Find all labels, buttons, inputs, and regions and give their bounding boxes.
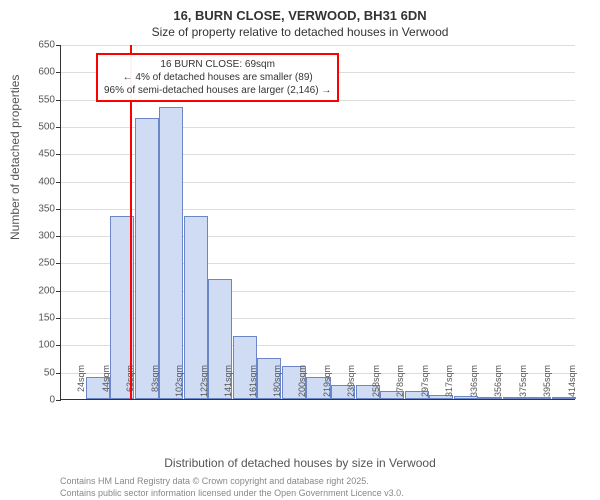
x-tick-label: 44sqm: [101, 365, 111, 405]
x-tick-label: 102sqm: [174, 365, 184, 405]
x-tick-label: 141sqm: [223, 365, 233, 405]
y-tick-label: 650: [25, 40, 55, 51]
x-tick-label: 122sqm: [199, 365, 209, 405]
histogram-bar: [159, 107, 183, 399]
y-tick-label: 600: [25, 67, 55, 78]
y-tick-mark: [56, 373, 61, 374]
y-tick-mark: [56, 263, 61, 264]
annotation-line3: 96% of semi-detached houses are larger (…: [104, 84, 331, 97]
y-tick-label: 150: [25, 313, 55, 324]
x-tick-label: 258sqm: [371, 365, 381, 405]
x-tick-label: 161sqm: [248, 365, 258, 405]
y-tick-mark: [56, 45, 61, 46]
y-tick-label: 300: [25, 231, 55, 242]
gridline: [61, 45, 575, 46]
y-tick-mark: [56, 72, 61, 73]
y-tick-mark: [56, 291, 61, 292]
x-tick-label: 356sqm: [493, 365, 503, 405]
x-tick-label: 336sqm: [469, 365, 479, 405]
y-tick-label: 50: [25, 367, 55, 378]
y-tick-mark: [56, 209, 61, 210]
y-tick-mark: [56, 182, 61, 183]
annotation-box: 16 BURN CLOSE: 69sqm← 4% of detached hou…: [96, 53, 339, 102]
x-tick-label: 414sqm: [567, 365, 577, 405]
x-tick-label: 375sqm: [518, 365, 528, 405]
y-tick-label: 400: [25, 176, 55, 187]
x-tick-label: 200sqm: [297, 365, 307, 405]
x-tick-label: 395sqm: [542, 365, 552, 405]
annotation-line2: ← 4% of detached houses are smaller (89): [104, 71, 331, 84]
y-tick-label: 0: [25, 395, 55, 406]
y-tick-mark: [56, 345, 61, 346]
histogram-bar: [135, 118, 159, 399]
footer-copyright-2: Contains public sector information licen…: [60, 488, 404, 498]
x-tick-label: 219sqm: [322, 365, 332, 405]
x-tick-label: 297sqm: [420, 365, 430, 405]
x-tick-label: 180sqm: [272, 365, 282, 405]
y-tick-label: 100: [25, 340, 55, 351]
x-tick-label: 278sqm: [395, 365, 405, 405]
y-axis-label: Number of detached properties: [8, 75, 22, 240]
footer-copyright-1: Contains HM Land Registry data © Crown c…: [60, 476, 369, 486]
y-tick-mark: [56, 127, 61, 128]
y-tick-mark: [56, 318, 61, 319]
x-axis-label: Distribution of detached houses by size …: [0, 456, 600, 470]
y-tick-label: 250: [25, 258, 55, 269]
y-tick-mark: [56, 154, 61, 155]
x-tick-label: 239sqm: [346, 365, 356, 405]
y-tick-label: 450: [25, 149, 55, 160]
annotation-line1: 16 BURN CLOSE: 69sqm: [104, 58, 331, 71]
y-tick-mark: [56, 236, 61, 237]
plot-area: 0501001502002503003504004505005506006502…: [60, 45, 575, 400]
y-tick-label: 550: [25, 94, 55, 105]
chart-container: 0501001502002503003504004505005506006502…: [60, 45, 575, 440]
y-tick-label: 200: [25, 285, 55, 296]
x-tick-label: 24sqm: [76, 365, 86, 405]
chart-title-main: 16, BURN CLOSE, VERWOOD, BH31 6DN: [0, 8, 600, 23]
y-tick-label: 500: [25, 121, 55, 132]
chart-title-sub: Size of property relative to detached ho…: [0, 25, 600, 39]
y-tick-label: 350: [25, 203, 55, 214]
y-tick-mark: [56, 400, 61, 401]
x-tick-label: 83sqm: [150, 365, 160, 405]
y-tick-mark: [56, 100, 61, 101]
x-tick-label: 317sqm: [444, 365, 454, 405]
